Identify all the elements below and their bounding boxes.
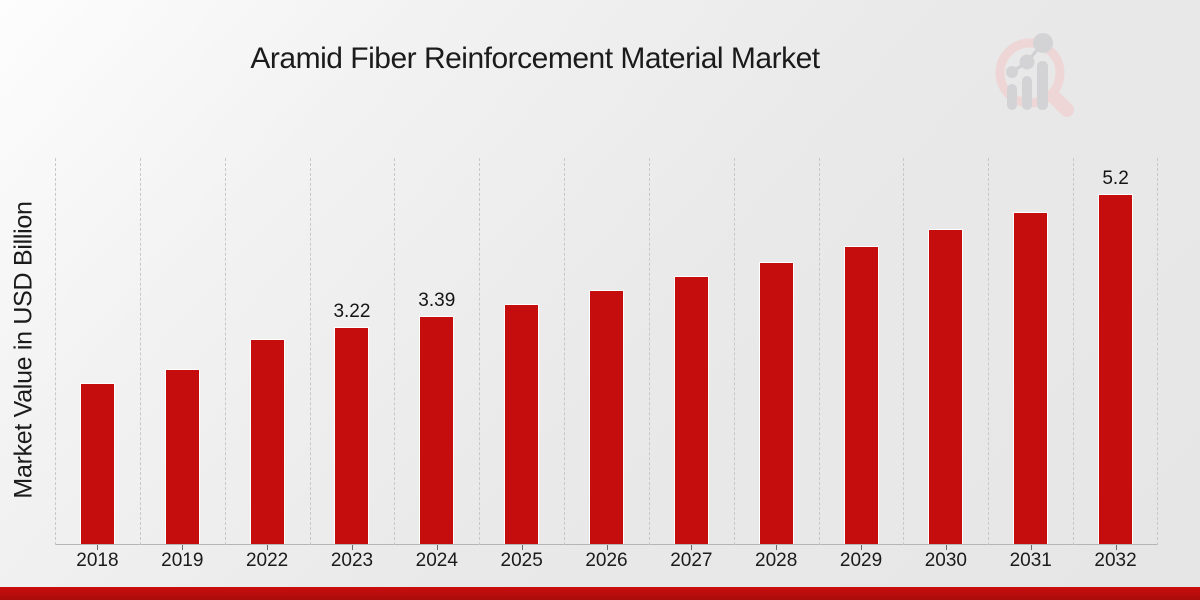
vertical-gridline xyxy=(394,158,396,545)
vertical-gridline xyxy=(224,158,226,545)
bar-2024 xyxy=(419,315,455,544)
bar-2031 xyxy=(1013,211,1049,544)
x-tick xyxy=(1115,545,1117,550)
vertical-gridline xyxy=(733,158,735,545)
bar-2032 xyxy=(1098,194,1134,544)
x-tick-label-2022: 2022 xyxy=(245,550,289,571)
plot-area: 2018 2019 2022 3.22 2023 3.39 2024 2025 2026 2027… xyxy=(55,158,1158,571)
footer-accent-strip xyxy=(0,587,1200,600)
x-tick-label-2031: 2031 xyxy=(1009,550,1052,571)
bar-2030 xyxy=(928,229,964,544)
bar-value-label-2032: 5.2 xyxy=(1102,168,1129,190)
x-tick xyxy=(267,545,269,550)
vertical-gridline xyxy=(139,158,141,545)
x-tick-label-2019: 2019 xyxy=(161,550,204,571)
bar-2018 xyxy=(79,383,115,544)
x-tick-label-2029: 2029 xyxy=(839,550,883,571)
bar-2026 xyxy=(589,290,624,544)
chart-title: Aramid Fiber Reinforcement Material Mark… xyxy=(250,42,820,75)
x-tick xyxy=(945,545,947,550)
x-tick xyxy=(182,545,184,550)
vertical-gridline xyxy=(1157,158,1158,545)
x-tick-label-2018: 2018 xyxy=(76,550,119,571)
y-axis-label: Market Value in USD Billion xyxy=(9,201,38,499)
bar-value-label-2023: 3.22 xyxy=(333,301,371,323)
x-tick xyxy=(691,545,693,550)
vertical-gridline xyxy=(648,158,650,545)
x-tick-label-2024: 2024 xyxy=(415,550,458,571)
x-tick-label-2030: 2030 xyxy=(924,550,968,571)
vertical-gridline xyxy=(564,158,566,545)
vertical-gridline xyxy=(988,158,990,545)
x-tick xyxy=(351,545,353,550)
vertical-gridline xyxy=(479,158,481,545)
bar-2029 xyxy=(843,245,879,544)
bar-2028 xyxy=(758,262,794,544)
bar-2022 xyxy=(249,339,285,544)
bar-2019 xyxy=(164,369,200,544)
vertical-gridline xyxy=(903,158,905,545)
bar-2027 xyxy=(673,276,709,544)
vertical-gridline xyxy=(1073,158,1075,545)
x-tick xyxy=(521,545,523,550)
x-tick-label-2026: 2026 xyxy=(585,550,628,571)
x-tick-label-2023: 2023 xyxy=(330,550,374,571)
x-tick xyxy=(861,545,863,550)
vertical-gridline xyxy=(309,158,311,545)
x-tick xyxy=(1030,545,1032,550)
bar-value-label-2024: 3.39 xyxy=(418,289,456,311)
x-tick xyxy=(436,545,438,550)
x-tick xyxy=(97,545,99,550)
x-tick xyxy=(606,545,608,550)
vertical-gridline xyxy=(818,158,820,545)
magnifier-bar-chart-logo-icon xyxy=(995,33,1074,117)
x-tick-label-2028: 2028 xyxy=(755,550,798,571)
vertical-gridline xyxy=(55,158,56,545)
x-tick xyxy=(776,545,778,550)
x-tick-label-2027: 2027 xyxy=(670,550,713,571)
bar-2025 xyxy=(504,303,540,544)
x-tick-label-2025: 2025 xyxy=(500,550,543,571)
bar-2023 xyxy=(334,327,370,544)
x-tick-label-2032: 2032 xyxy=(1094,550,1137,571)
